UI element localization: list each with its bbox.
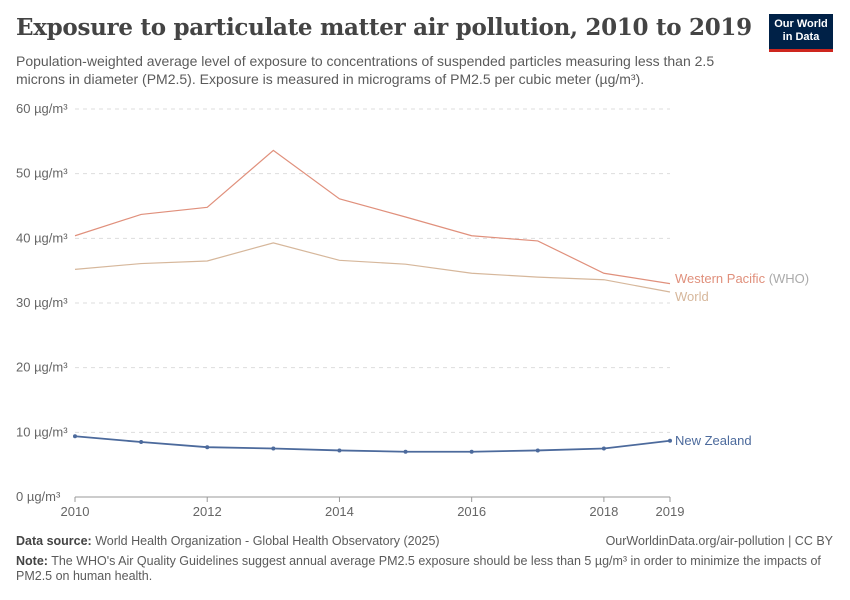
data-point	[601, 446, 606, 451]
data-point	[668, 438, 672, 443]
data-source: Data source: World Health Organization -…	[16, 534, 440, 548]
source-text: World Health Organization - Global Healt…	[95, 534, 440, 548]
x-tick-label: 2016	[457, 504, 486, 519]
line-chart: 0 µg/m³ 10 µg/m³ 20 µg/m³ 30 µg/m³ 40 µg/m³ 5…	[16, 101, 809, 519]
x-tick-label: 2018	[589, 504, 618, 519]
y-tick-label: 50 µg/m³	[16, 166, 68, 181]
y-tick-label: 60 µg/m³	[16, 101, 68, 116]
series-label: Western Pacific (WHO)	[675, 271, 809, 286]
note-text: The WHO's Air Quality Guidelines suggest…	[16, 554, 821, 583]
chart-note: Note: The WHO's Air Quality Guidelines s…	[16, 554, 836, 584]
data-point	[535, 448, 540, 453]
data-point	[73, 434, 77, 439]
series-line-western-pacific	[74, 149, 671, 285]
data-point	[469, 449, 474, 454]
data-point	[403, 449, 408, 454]
data-point	[271, 446, 276, 451]
owid-logo[interactable]: Our World in Data	[769, 14, 833, 52]
x-tick-label: 2012	[193, 504, 222, 519]
y-tick-label: 10 µg/m³	[16, 424, 68, 439]
data-point	[205, 445, 210, 450]
series-line-world	[74, 242, 671, 293]
y-tick-label: 0 µg/m³	[16, 489, 61, 504]
series-line-new-zealand	[74, 435, 671, 453]
source-label: Data source:	[16, 534, 92, 548]
chart-subtitle: Population-weighted average level of exp…	[16, 53, 715, 87]
series-label: World	[675, 289, 709, 304]
y-tick-label: 30 µg/m³	[16, 295, 68, 310]
series-label-suffix: (WHO)	[765, 271, 809, 286]
x-tick-label: 2010	[61, 504, 90, 519]
source-url-link[interactable]: OurWorldinData.org/air-pollution | CC BY	[605, 534, 833, 548]
x-tick-label: 2014	[325, 504, 354, 519]
x-tick-label: 2019	[656, 504, 685, 519]
y-tick-label: 40 µg/m³	[16, 230, 68, 245]
note-label: Note:	[16, 554, 48, 568]
series-label: New Zealand	[675, 433, 752, 448]
y-tick-label: 20 µg/m³	[16, 360, 68, 375]
data-point	[337, 448, 342, 453]
chart-title: Exposure to particulate matter air pollu…	[16, 14, 752, 41]
data-point	[139, 440, 144, 445]
